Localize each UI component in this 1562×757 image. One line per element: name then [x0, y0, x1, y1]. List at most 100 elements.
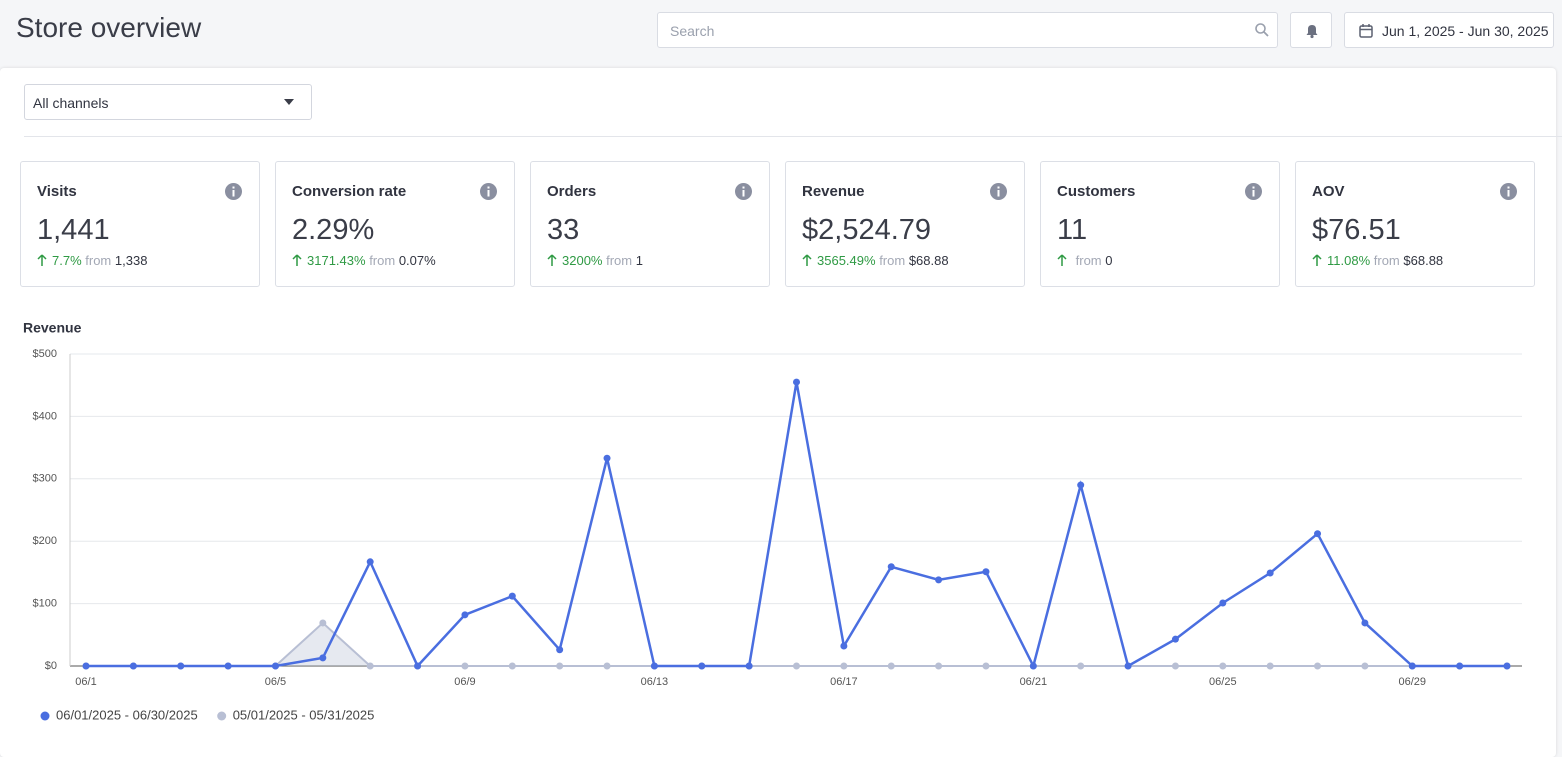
data-point: [1456, 662, 1464, 670]
x-tick-label: 06/1: [75, 676, 96, 688]
data-point: [982, 568, 990, 576]
data-point: [1314, 530, 1322, 538]
info-dot: [232, 186, 235, 189]
kpi-label: Visits: [37, 183, 77, 200]
x-tick-label: 06/29: [1399, 676, 1427, 688]
data-point: [935, 576, 943, 584]
data-point: [82, 662, 90, 670]
legend-label: 05/01/2025 - 05/31/2025: [233, 707, 375, 722]
info-dot: [997, 186, 1000, 189]
data-point: [366, 558, 374, 566]
arrow-shape: [1057, 254, 1067, 266]
data-point: [793, 378, 800, 386]
info-dot: [1252, 186, 1255, 189]
kpi-label: Customers: [1057, 183, 1136, 200]
data-point: [840, 642, 848, 650]
date-range-button[interactable]: Jun 1, 2025 - Jun 30, 2025: [1344, 12, 1554, 48]
calendar-icon: [1359, 24, 1373, 38]
data-point: [461, 662, 469, 670]
kpi-label: Orders: [547, 183, 597, 200]
up-arrow: [547, 254, 557, 266]
y-tick-label: $200: [33, 535, 57, 547]
x-tick-label: 06/21: [1020, 676, 1048, 688]
data-point: [177, 662, 185, 670]
x-tick-label: 06/9: [454, 676, 475, 688]
y-tick-label: $300: [33, 473, 57, 485]
data-point: [556, 662, 564, 670]
data-point: [840, 662, 848, 670]
kpi-card: Visits 1,441 7.7% from 1,338: [20, 161, 260, 287]
info-bar: [1252, 190, 1255, 197]
data-point: [319, 654, 327, 662]
change-percent: 7.7%: [52, 253, 82, 268]
from-label: from: [85, 253, 112, 268]
previous-value: $68.88: [1403, 253, 1444, 268]
data-point: [271, 662, 279, 670]
arrow-shape: [292, 254, 302, 266]
kpi-value: 33: [547, 214, 580, 246]
data-point: [366, 662, 374, 670]
kpi-value: $76.51: [1312, 214, 1401, 246]
arrow-shape: [1312, 254, 1322, 266]
info-bar: [232, 190, 235, 197]
bell-icon: [1306, 25, 1318, 39]
data-point: [1266, 662, 1274, 670]
data-point: [603, 454, 611, 462]
search-box[interactable]: Search: [657, 12, 1278, 48]
data-point: [224, 662, 232, 670]
data-point: [1124, 662, 1132, 670]
data-point: [1266, 569, 1274, 577]
y-tick-label: $100: [33, 598, 57, 610]
previous-value: 1,338: [114, 253, 148, 268]
data-point: [1503, 662, 1511, 670]
kpi-label: Revenue: [802, 183, 865, 200]
kpi-change: from 0: [1057, 253, 1112, 268]
series-line: [86, 381, 1507, 670]
data-point: [935, 662, 943, 670]
channel-dropdown[interactable]: All channels: [24, 84, 312, 120]
from-label: from: [879, 253, 906, 268]
info-dot: [487, 186, 490, 189]
change-percent: 11.08%: [1327, 253, 1371, 268]
kpi-label: Conversion rate: [292, 183, 407, 200]
kpi-change: 7.7% from 1,338: [37, 253, 147, 268]
x-tick-label: 06/13: [641, 676, 669, 688]
divider: [24, 136, 1562, 137]
change-percent: 3200%: [562, 253, 603, 268]
data-point: [508, 592, 516, 600]
change-percent: 3565.49%: [817, 253, 876, 268]
legend-swatch: [40, 711, 50, 721]
kpi-card: Customers 11 from 0: [1040, 161, 1280, 287]
arrow-shape: [37, 254, 47, 266]
from-label: from: [369, 253, 396, 268]
data-point: [129, 662, 137, 670]
data-point: [745, 662, 753, 670]
info-dot: [742, 186, 745, 189]
previous-value: 1: [635, 253, 643, 268]
info-icon: [225, 183, 242, 200]
kpi-card: Conversion rate 2.29% 3171.43% from 0.07%: [275, 161, 515, 287]
kpi-card: Orders 33 3200% from 1: [530, 161, 770, 287]
from-label: from: [606, 253, 633, 268]
data-point: [982, 662, 990, 670]
kpi-change: 3200% from 1: [547, 253, 643, 268]
kpi-change: 3171.43% from 0.07%: [292, 253, 436, 268]
data-point: [793, 662, 800, 670]
kpi-change: 11.08% from $68.88: [1312, 253, 1443, 268]
data-point: [887, 563, 895, 571]
notifications-button[interactable]: [1290, 12, 1332, 48]
y-tick-label: $400: [33, 410, 57, 422]
legend-label: 06/01/2025 - 06/30/2025: [56, 707, 198, 722]
y-tick-label: $0: [45, 660, 57, 672]
data-point: [1361, 619, 1369, 627]
page-title: Store overview: [16, 12, 202, 43]
data-point: [461, 611, 469, 619]
data-point: [1219, 662, 1227, 670]
data-point: [414, 662, 422, 670]
up-arrow: [802, 254, 812, 266]
kpi-value: 1,441: [37, 214, 110, 246]
from-label: from: [1075, 253, 1102, 268]
kpi-card: AOV $76.51 11.08% from $68.88: [1295, 161, 1535, 287]
kpi-value: $2,524.79: [802, 214, 932, 246]
